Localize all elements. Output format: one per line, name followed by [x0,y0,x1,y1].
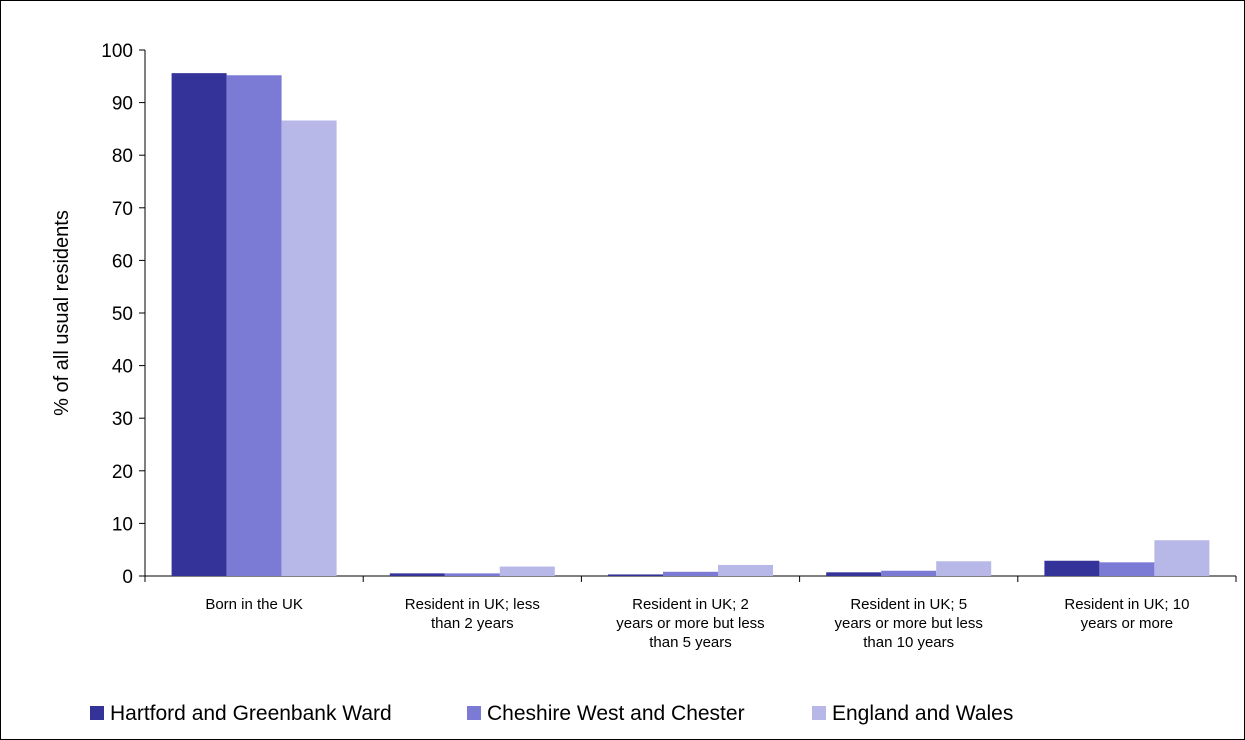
legend-swatch [812,706,826,720]
y-tick-label: 100 [101,41,133,62]
bar [826,572,882,576]
y-tick-label: 80 [112,146,133,167]
bar [718,564,773,576]
bar [881,570,937,576]
y-tick-label: 30 [112,409,133,430]
bar [444,573,500,576]
bar [171,73,227,577]
x-category-label: Born in the UK [205,596,303,613]
y-tick-label: 10 [112,514,133,535]
bar [936,561,992,576]
bar [389,573,445,576]
y-tick-label: 40 [112,357,133,378]
legend-swatch [467,706,481,720]
y-tick-label: 60 [112,251,133,272]
y-tick-label: 90 [112,94,133,115]
bar [1154,540,1210,576]
legend: Hartford and Greenbank Ward Cheshire West… [90,702,1013,725]
bar [1044,560,1100,576]
y-axis-title: % of all usual residents [51,210,73,416]
legend-label: Hartford and Greenbank Ward [110,702,392,725]
bar [1099,562,1155,576]
legend-label: England and Wales [832,702,1013,725]
bar [663,571,718,576]
legend-swatch [90,706,104,720]
bars [171,73,1210,577]
x-axis [144,575,1237,582]
y-axis: 0 10 20 30 40 50 60 70 80 90 100 [101,41,146,588]
bar [499,566,555,576]
bar [281,120,337,576]
x-category-label: Resident in UK; 5 years or more but less t… [835,596,983,651]
x-category-label: Resident in UK; 2 years or more but less t… [616,596,764,651]
y-tick-label: 50 [112,304,133,325]
x-category-label: Resident in UK; less than 2 years [405,596,540,632]
y-tick-label: 70 [112,199,133,220]
x-category-label: Resident in UK; 10 years or more [1064,596,1189,632]
category-labels: Born in the UK Resident in UK; less than 2… [205,596,1189,651]
legend-label: Cheshire West and Chester [487,702,745,725]
y-tick-label: 0 [122,567,133,588]
bar [608,574,663,576]
y-tick-label: 20 [112,462,133,483]
bar [226,75,282,577]
